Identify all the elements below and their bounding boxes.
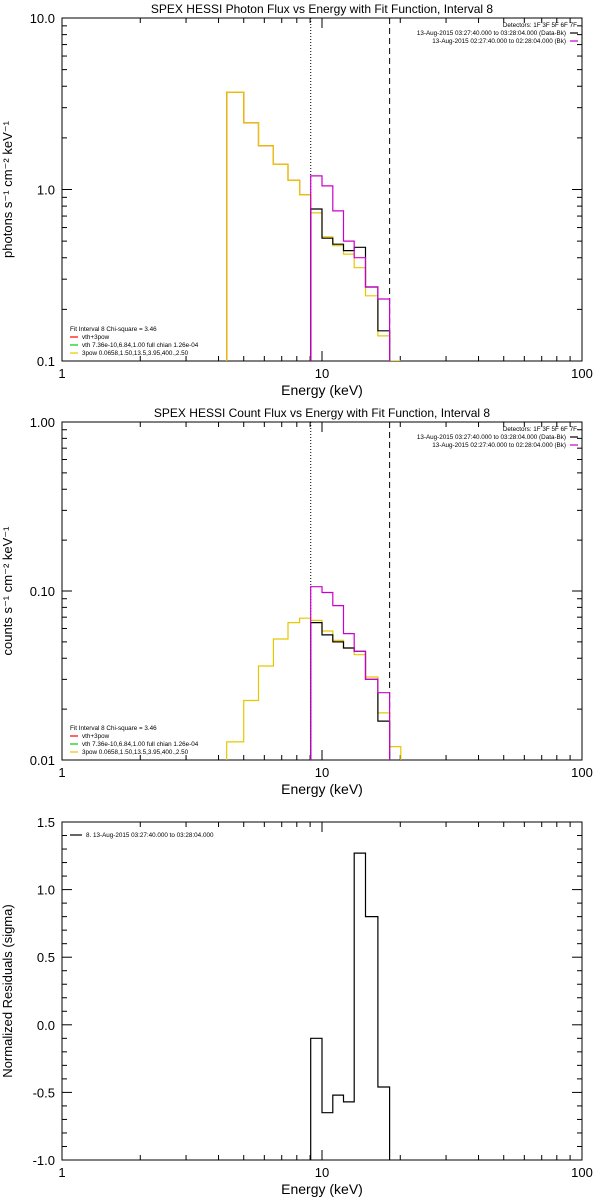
x-axis-label: Energy (keV) (281, 781, 363, 797)
x-tick-label: 10 (315, 366, 329, 381)
legend-entry: 8. 13-Aug-2015 03:27:40.000 to 03:28:04.… (86, 832, 214, 839)
x-tick-label: 1 (58, 366, 65, 381)
x-tick-label: 10 (315, 765, 329, 780)
series-background (310, 586, 391, 760)
chart-panel-2: 1 10 100 0.01 0.10 1.00 SPEX HESSI Count Flux … (0, 406, 593, 797)
chart-panel-1: 1 10 100 0.1 1.0 10.0 SPEX HESSI Photon Flux v… (0, 2, 593, 398)
legend-entry: 3pow 0.0658,1.50,13.5,3.95,400.,2.50 (82, 749, 189, 756)
info-line: 13-Aug-2015 02:27:40.000 to 02:28:04.000… (432, 38, 566, 45)
y-tick-label: 0.01 (30, 753, 55, 768)
legend-entry: vth+3pow (82, 334, 110, 341)
series-residuals (310, 852, 391, 1160)
info-line: Detectors: 1F 3F 5F 6F 7F (503, 426, 577, 433)
y-axis-label: photons s⁻¹ cm⁻² keV⁻¹ (0, 120, 15, 258)
series-group (310, 852, 391, 1160)
plot-frame (61, 17, 583, 362)
series-fit-3pow (226, 91, 401, 361)
legend-entry: vth 7.36e-10,6.84,1.00 full chian 1.26e-… (82, 342, 199, 349)
x-tick-label: 100 (571, 366, 593, 381)
series-group (226, 586, 402, 760)
series-background (310, 175, 391, 361)
series-fit-3pow (226, 617, 402, 760)
y-tick-label: 10.0 (30, 11, 55, 26)
legend-entry: 3pow 0.0658,1.50,13.5,3.95,400.,2.50 (82, 350, 189, 357)
y-tick-label: 1.0 (37, 883, 55, 898)
x-axis-label: Energy (keV) (281, 382, 363, 398)
legend-entry: vth 7.36e-10,6.84,1.00 full chian 1.26e-… (82, 741, 199, 748)
series-data-minus-background (310, 622, 391, 760)
x-tick-label: 100 (571, 765, 593, 780)
series-fit-total (226, 91, 312, 361)
chart-panel-3: 1 10 100 -1.0 -0.5 0.0 0.5 1.0 1.5 Energy (keV) No… (0, 815, 593, 1197)
y-tick-label: 1.0 (37, 183, 55, 198)
series-data-minus-background (310, 208, 391, 361)
info-line: 13-Aug-2015 03:27:40.000 to 03:28:04.000… (417, 434, 566, 441)
info-line: 13-Aug-2015 02:27:40.000 to 02:28:04.000… (432, 442, 566, 449)
x-axis-label: Energy (keV) (281, 1181, 363, 1197)
x-tick-label: 10 (315, 1165, 329, 1180)
y-tick-label: 0.5 (37, 950, 55, 965)
legend-entry: Fit Interval 8 Chi-square = 3.46 (70, 725, 157, 732)
info-line: Detectors: 1F 3F 5F 6F 7F (503, 22, 577, 29)
x-tick-label: 1 (58, 1165, 65, 1180)
y-tick-label: 0.0 (37, 1018, 55, 1033)
y-axis-label: counts s⁻¹ cm⁻² keV⁻¹ (0, 526, 15, 656)
chart-title: SPEX HESSI Count Flux vs Energy with Fit… (154, 406, 490, 420)
y-tick-label: 0.10 (30, 584, 55, 599)
y-tick-label: 1.00 (30, 415, 55, 430)
y-tick-label: 1.5 (37, 815, 55, 830)
legend-entry: Fit Interval 8 Chi-square = 3.46 (70, 326, 157, 333)
chart-title: SPEX HESSI Photon Flux vs Energy with Fi… (151, 2, 493, 16)
y-tick-label: -1.0 (33, 1153, 55, 1168)
y-tick-label: 0.1 (37, 354, 55, 369)
x-tick-label: 1 (58, 765, 65, 780)
y-tick-label: -0.5 (33, 1085, 55, 1100)
legend-entry: vth+3pow (82, 733, 110, 740)
info-line: 13-Aug-2015 03:27:40.000 to 03:28:04.000… (417, 30, 566, 37)
series-group (226, 91, 401, 361)
x-tick-label: 100 (571, 1165, 593, 1180)
y-axis-label: Normalized Residuals (sigma) (0, 904, 15, 1077)
